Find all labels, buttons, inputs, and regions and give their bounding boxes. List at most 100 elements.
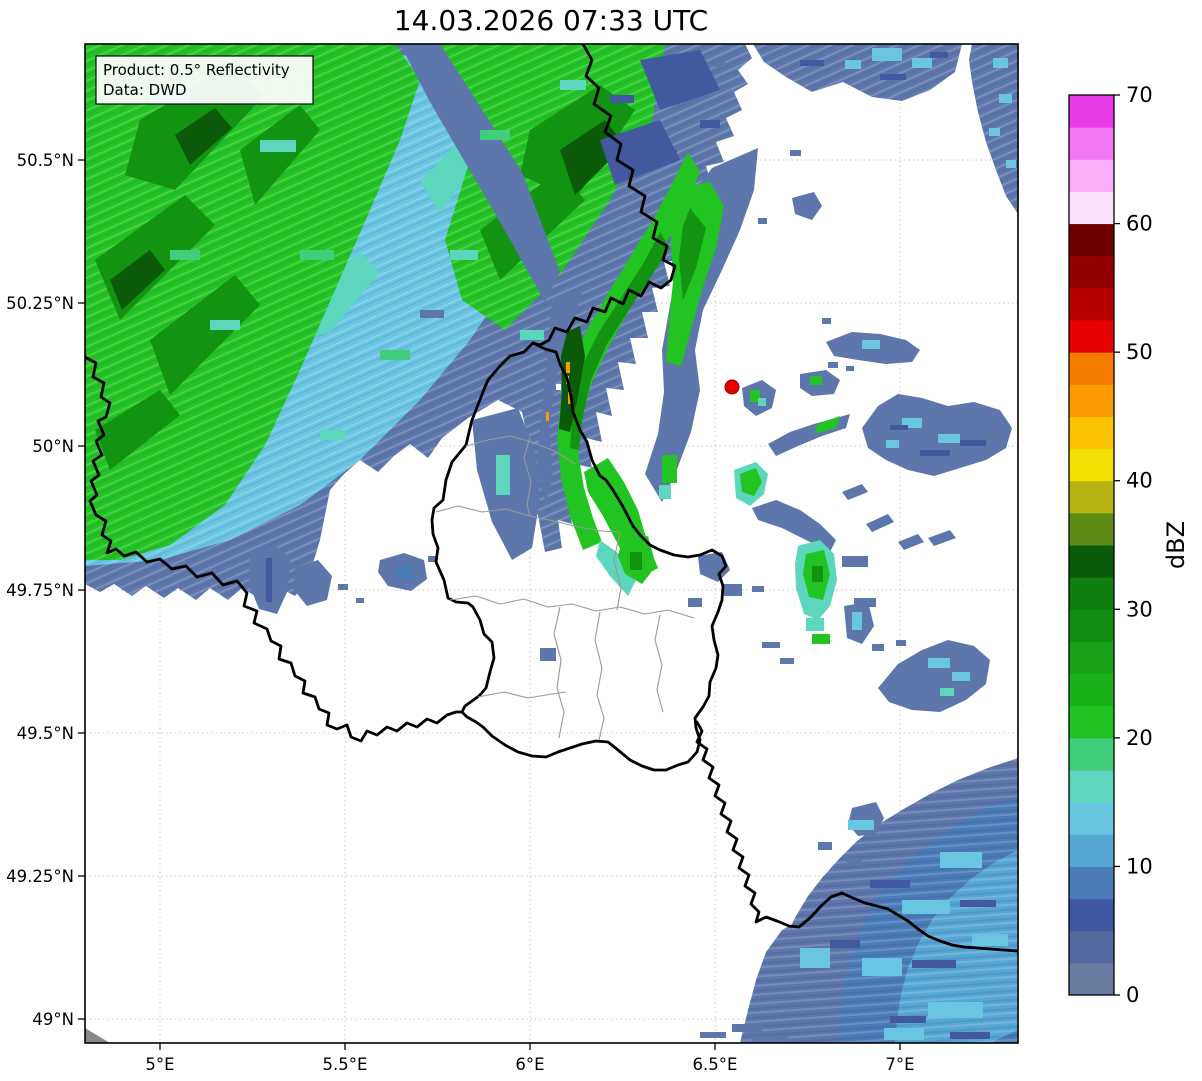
radar-echo-speck	[260, 140, 296, 152]
radar-echoes	[85, 44, 1018, 1043]
radar-echo-speck	[566, 362, 570, 373]
colorbar: 0 10 20 30 40 50 60 70	[1068, 83, 1153, 1007]
station-dot	[724, 379, 740, 395]
radar-echo-speck	[560, 80, 586, 90]
radar-echo-speck	[210, 320, 240, 330]
radar-echo-speck	[806, 618, 824, 631]
radar-echo-speck	[812, 634, 830, 644]
radar-echo-speck	[952, 672, 970, 681]
radar-echo-speck	[338, 584, 348, 590]
radar-echo-speck	[842, 556, 868, 567]
radar-echo-speck	[890, 425, 908, 430]
radar-echo-speck	[762, 642, 780, 648]
district-border	[523, 436, 532, 517]
colorbar-band	[1069, 609, 1114, 642]
radar-echo-speck	[902, 900, 950, 914]
colorbar-band	[1069, 416, 1114, 450]
colorbar-band	[1069, 255, 1114, 289]
colorbar-band	[1069, 352, 1114, 385]
radar-echo-blob	[898, 534, 924, 550]
colorbar-unit-label: dBZ	[1162, 521, 1190, 569]
radar-echo-blob	[175, 108, 232, 165]
colorbar-tick-label: 70	[1126, 83, 1153, 107]
colorbar-band	[1069, 705, 1114, 739]
radar-echo-speck	[993, 58, 1008, 68]
radar-echo-speck	[902, 418, 922, 428]
radar-echo-speck	[496, 455, 510, 495]
radar-echo-speck	[960, 440, 986, 446]
colorbar-band	[1069, 191, 1114, 225]
radar-echo-speck	[356, 598, 364, 603]
colorbar-band	[1069, 223, 1114, 257]
colorbar-tick-label: 20	[1126, 726, 1153, 750]
radar-echo-texture	[753, 44, 962, 101]
radar-echo-speck	[688, 598, 702, 607]
radar-echo-speck	[812, 566, 823, 582]
radar-echo-speck	[846, 366, 854, 371]
radar-echo-speck	[420, 310, 444, 318]
annotation-product-line: Product: 0.5° Reflectivity	[103, 61, 290, 79]
radar-echo-speck	[896, 640, 906, 646]
radar-echo-blob	[878, 640, 990, 712]
radar-echo-speck	[854, 598, 876, 607]
colorbar-band	[1069, 545, 1114, 578]
radar-echo-speck	[758, 398, 766, 406]
x-tick-label: 5°E	[145, 1055, 174, 1074]
radar-echo-speck	[828, 362, 838, 368]
x-tick-label: 6°E	[515, 1055, 544, 1074]
colorbar-band	[1069, 577, 1114, 610]
colorbar-tick-label: 60	[1126, 212, 1153, 236]
country-borders	[85, 44, 1018, 953]
radar-echo-speck	[610, 95, 634, 103]
y-tick-label: 50°N	[32, 437, 74, 456]
radar-echo-speck	[890, 1016, 926, 1023]
radar-echo-blob	[752, 500, 836, 552]
radar-echo-speck	[630, 552, 642, 570]
colorbar-band	[1069, 962, 1114, 996]
radar-echo-speck	[1006, 160, 1016, 168]
colorbar-band	[1069, 930, 1114, 964]
radar-echo-speck	[540, 648, 556, 661]
radar-echo-speck	[930, 52, 948, 58]
radar-echo-speck	[960, 900, 996, 907]
district-border	[613, 531, 622, 611]
radar-echo-blob	[740, 468, 762, 496]
radar-echo-blob	[294, 560, 332, 606]
district-border	[553, 606, 565, 739]
radar-echo-speck	[480, 130, 510, 140]
radar-echo-speck	[700, 1032, 726, 1038]
radar-echo-speck	[396, 566, 412, 579]
radar-echo-speck	[556, 384, 561, 390]
district-border	[465, 435, 576, 465]
radar-site-marker	[724, 379, 740, 395]
colorbar-band	[1069, 898, 1114, 932]
radar-echo-speck	[886, 440, 899, 448]
annotation-box: Product: 0.5° Reflectivity Data: DWD	[95, 55, 314, 105]
radar-echo-speck	[830, 940, 860, 948]
radar-echo-speck	[928, 1002, 983, 1018]
y-tick-label: 50.25°N	[6, 294, 74, 313]
radar-echo-blob	[666, 182, 724, 366]
radar-echo-speck	[822, 318, 831, 324]
annotation-box-bg	[95, 55, 314, 105]
radar-echo-blob	[862, 394, 1012, 476]
radar-echo-blob	[792, 192, 822, 220]
radar-echo-speck	[940, 852, 982, 868]
radar-echo-blob	[95, 390, 180, 470]
radar-echo-blob	[240, 105, 320, 205]
radar-echo-speck	[790, 150, 801, 156]
radar-echo-speck	[800, 60, 824, 66]
radar-echo-blob	[866, 514, 894, 532]
colorbar-band	[1069, 802, 1114, 835]
radar-echo-speck	[870, 880, 910, 888]
radar-echo-speck	[848, 820, 874, 830]
colorbar-band	[1069, 737, 1114, 771]
colorbar-band	[1069, 641, 1114, 675]
colorbar-outline	[1068, 94, 1115, 996]
radar-echo-speck	[780, 658, 794, 664]
radar-echo-speck	[380, 350, 410, 360]
radar-echo-speck	[818, 842, 832, 850]
y-tick-label: 49.5°N	[17, 724, 74, 743]
radar-echo-speck	[724, 584, 742, 596]
radar-echo-speck	[758, 218, 767, 224]
